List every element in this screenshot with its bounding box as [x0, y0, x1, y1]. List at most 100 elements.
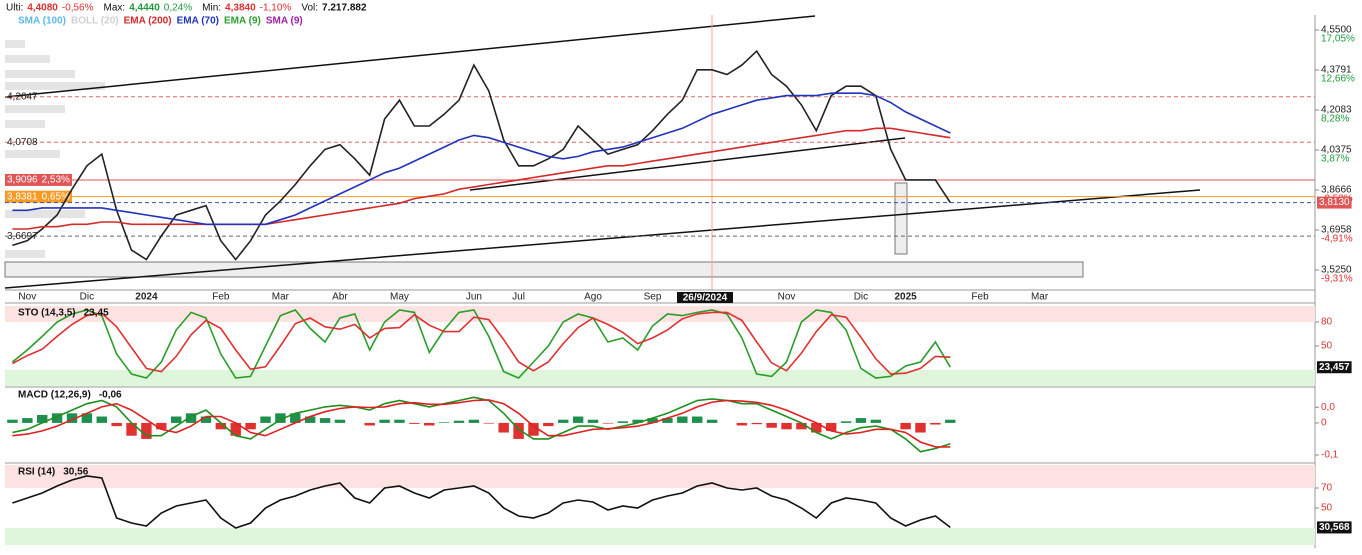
histogram-bar	[513, 422, 524, 439]
x-tick-label: Abr	[332, 292, 348, 303]
x-tick-label: 2025	[894, 292, 917, 303]
histogram-bar	[7, 419, 18, 423]
y-tick-pct: 12,66%	[1321, 74, 1355, 85]
last-value-label: 23,457	[1319, 362, 1350, 373]
histogram-bar	[900, 422, 911, 430]
y-tick-label: 50	[1321, 341, 1333, 352]
volume-profile	[5, 40, 105, 258]
histogram-bar	[200, 416, 212, 423]
x-tick-label: Ago	[584, 292, 602, 303]
histogram-bar	[498, 422, 509, 433]
level-pct: 0,65%	[42, 191, 70, 202]
header-label: Min:	[202, 3, 221, 14]
histogram-bar	[334, 419, 346, 423]
histogram-bar	[796, 422, 807, 430]
crosshair-date: 26/9/2024	[683, 293, 728, 304]
level-tag	[1317, 196, 1352, 209]
histogram-bar	[304, 416, 316, 423]
level-tag	[5, 173, 72, 186]
y-tick-label: 4,2083	[1321, 105, 1352, 116]
x-tick-label: Sep	[644, 292, 662, 303]
panel-value: 30,56	[63, 467, 88, 478]
x-tick-label: Dic	[854, 292, 868, 303]
header-value: 4,3840	[225, 3, 256, 14]
y-tick-pct: 8,28%	[1321, 114, 1349, 125]
histogram-bar	[230, 422, 241, 436]
histogram-bar	[840, 421, 852, 423]
histogram-bar	[81, 413, 93, 423]
y-tick-label: 70	[1321, 483, 1333, 494]
header-value: 4,4080	[27, 3, 58, 14]
histogram-bar	[587, 419, 599, 423]
histogram-bar	[245, 422, 256, 430]
histogram-bar	[22, 418, 33, 423]
histogram-bar	[677, 416, 688, 423]
level-label: 4,2647	[7, 91, 38, 102]
panel-value: 23,45	[84, 308, 109, 319]
histogram-bar	[930, 422, 941, 425]
histogram-bar	[438, 422, 450, 423]
x-tick-label: Feb	[971, 292, 989, 303]
x-tick-label: 2024	[135, 292, 158, 303]
y-tick-label: 50	[1321, 503, 1333, 514]
histogram-bar	[424, 422, 435, 426]
histogram-bar	[528, 422, 539, 436]
histogram-bar	[275, 413, 286, 423]
series-line	[12, 127, 951, 230]
series-line	[11, 309, 951, 379]
y-tick-label: -0,1	[1321, 450, 1339, 461]
histogram-bar	[855, 418, 867, 423]
x-tick-label: Jul	[512, 292, 525, 303]
histogram-bar	[394, 419, 405, 423]
header-value: 7.217.882	[322, 3, 367, 14]
level-label: 3,8381	[7, 191, 38, 202]
series-line	[12, 92, 951, 226]
histogram-bar	[811, 422, 822, 433]
header-change: -1,10%	[260, 3, 292, 14]
histogram-bar	[409, 422, 420, 424]
zone	[5, 528, 1315, 545]
histogram-bar	[379, 419, 390, 423]
legend-entry: EMA (200)	[124, 16, 172, 27]
histogram-bar	[915, 422, 926, 433]
histogram-bar	[691, 416, 703, 423]
histogram-bar	[260, 416, 271, 423]
y-tick-label: 3,6958	[1321, 225, 1352, 236]
y-tick-pct: -4,91%	[1321, 234, 1353, 245]
histogram-bar	[870, 419, 882, 423]
x-tick-label: Mar	[272, 292, 290, 303]
histogram-bar	[572, 416, 584, 423]
header-change: 0,24%	[164, 3, 192, 14]
level-label: 3,9096	[7, 175, 38, 186]
header-label: Ulti:	[6, 3, 23, 14]
histogram-bar	[632, 419, 643, 423]
histogram-bar	[483, 422, 495, 424]
histogram-bar	[945, 419, 956, 423]
histogram-bar	[156, 422, 167, 430]
histogram-bar	[453, 420, 465, 423]
y-tick-label: 0	[1321, 418, 1327, 429]
histogram-bar	[647, 418, 658, 423]
gap-box	[894, 182, 908, 255]
panel-title: STO (14,3,5)	[18, 308, 76, 319]
histogram-bar	[290, 413, 301, 423]
legend-entry: EMA (70)	[177, 16, 219, 27]
panel-title: RSI (14)	[18, 467, 55, 478]
level-label: 3,6697	[7, 231, 38, 242]
level-label: 3,8130	[1319, 197, 1350, 208]
zone	[5, 370, 1315, 386]
histogram-bar	[51, 413, 63, 423]
header-label: Max:	[104, 3, 126, 14]
trend-line	[4, 189, 1201, 289]
histogram-bar	[751, 422, 762, 425]
y-tick-label: 3,8666	[1321, 185, 1352, 196]
x-tick-label: Nov	[778, 292, 796, 303]
legend-entry: SMA (100)	[18, 16, 66, 27]
trend-line	[4, 15, 816, 98]
histogram-bar	[706, 419, 718, 423]
histogram-bar	[319, 418, 331, 423]
x-tick-label: Jun	[466, 292, 482, 303]
x-tick-label: May	[390, 292, 409, 303]
histogram-bar	[170, 416, 182, 423]
